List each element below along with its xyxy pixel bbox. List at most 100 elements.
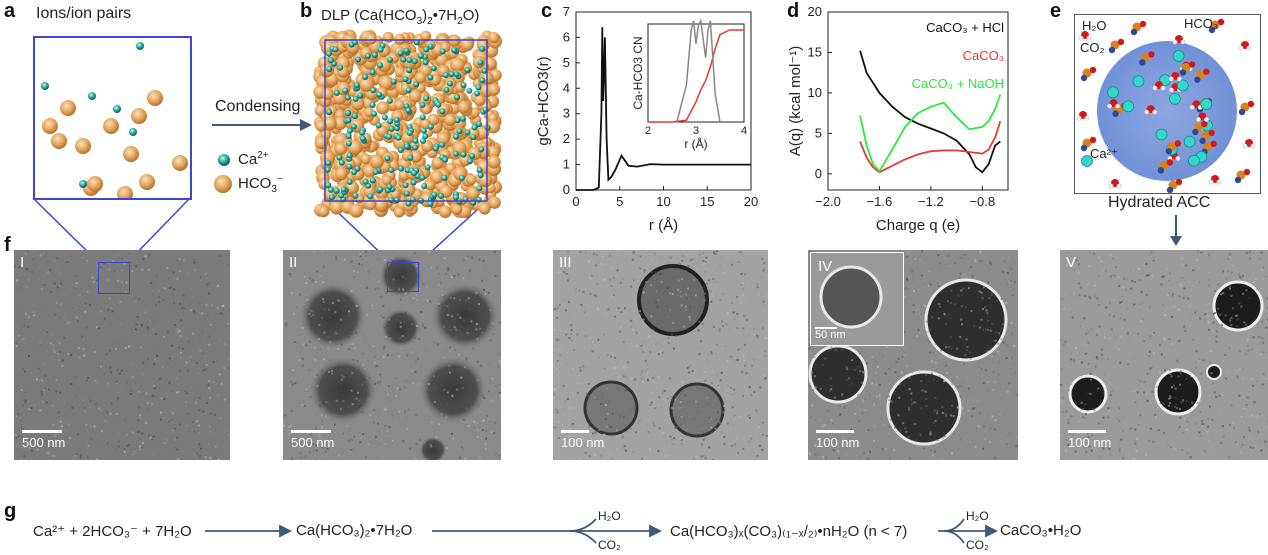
hco3-ion [172,155,188,171]
hco3-ion [103,118,119,134]
y-tick-label: 5 [563,55,570,70]
inset-x-tick-label: 3 [693,125,699,137]
zoom-region-2 [387,262,419,292]
reaction-arrow-1-head [279,524,293,538]
em-texture [283,250,501,460]
x-tick-label: −2.0 [815,194,841,209]
hco3-ion [51,133,67,149]
y-tick-label: 20 [808,4,822,19]
em-number: V [1066,254,1077,271]
ca-legend-label: Ca2+ [238,150,269,168]
em-number: I [20,254,25,271]
zoom-region-1 [98,262,130,294]
ca-legend-icon [218,154,230,166]
reaction-arrow-3-head [985,524,999,538]
scale-bar: 100 nm [1068,430,1111,450]
y-tick-label: 5 [815,125,822,140]
inset-x-tick-label: 2 [645,125,651,137]
em-image-2: II 500 nm [283,250,501,460]
branch-up-label-2: H₂O [966,509,989,523]
acc-illustration [1076,18,1256,194]
hco3-ion [60,100,76,116]
panel-c-letter: c [541,0,553,22]
panel-a-title: Ions/ion pairs [36,5,132,22]
hco3-label: HCO₃⁻ [1184,16,1226,31]
hco3-ion [87,176,103,192]
x-tick-label: 15 [700,194,714,209]
y-tick-label: 10 [808,85,822,100]
legend-entry: CaCO₃ + HCl [926,20,1004,35]
equation-intermediate: Ca(HCO₃)ₓ(CO₃)₍₁₋ₓ/₂₎•nH₂O (n < 7) [670,523,908,540]
hco3-ion [131,108,147,124]
y-axis-label: gCa-HCO3(r) [535,56,552,145]
y-tick-label: 2 [563,131,570,146]
inset-x-axis-label: r (Å) [684,136,707,151]
inset-x-tick-label: 4 [741,125,747,137]
ca-ion [41,82,49,90]
em-number: IV [818,258,833,275]
legend-entry: CaCO₃ + NaOH [912,76,1004,91]
condensing-arrowhead [300,119,312,131]
em-image-1: I 500 nm [14,250,230,460]
em-image-3: III 100 nm [553,250,768,460]
y-tick-label: 0 [815,166,822,181]
branch-up-curve-2 [943,518,965,532]
inset-series-line [648,29,744,123]
dlp-cluster [312,28,503,219]
em-image-5: V 100 nm [1060,250,1268,460]
y-tick-label: 7 [563,4,570,19]
x-tick-label: 0 [572,194,579,209]
em-texture [1060,250,1268,460]
dlp-box-outline [324,39,488,202]
branch-up-label-1: H₂O [598,509,621,523]
scale-bar: 100 nm [816,430,859,450]
hco3-ion [147,90,163,106]
panel-e-letter: e [1050,0,1062,22]
hydrated-acc-caption: Hydrated ACC [1108,194,1211,211]
panel-a-letter: a [4,0,16,22]
ion-scatter [41,42,188,202]
scale-bar: 500 nm [291,430,334,450]
x-tick-label: 5 [616,194,623,209]
branch-down-label-1: CO₂ [598,538,621,552]
hco3-ion [139,174,155,190]
y-tick-label: 15 [808,44,822,59]
x-tick-label: 20 [744,194,758,209]
branch-down-curve-1 [569,530,597,544]
y-tick-label: 4 [563,80,570,95]
em-image-4: 50 nm IV 100 nm [808,250,1018,460]
hco3-ion [117,186,133,202]
em-inset: 50 nm [810,252,904,346]
ca-ion [88,92,96,100]
hco3-legend-icon [214,175,232,193]
y-tick-label: 6 [563,29,570,44]
hco3-ion [42,118,58,134]
ca-label: Ca²⁺ [1090,146,1118,161]
em-texture [553,250,768,460]
branch-down-curve-2 [943,530,965,544]
panel-b-letter: b [300,0,313,22]
y-tick-label: 0 [563,182,570,197]
scale-bar: 500 nm [22,430,65,450]
equation-product: CaCO₃•H₂O [1000,522,1082,539]
inset-scale-bar: 50 nm [815,327,846,341]
panel-d-letter: d [787,0,800,22]
x-tick-label: −1.6 [867,194,893,209]
x-tick-label: 10 [656,194,670,209]
condensing-label: Condensing [215,98,301,115]
chart-d: −2.0 −1.6 −1.2 −0.8 0 5 10 15 20 Charge q (e) A(q)… [787,4,1009,234]
equation-dlp: Ca(HCO₃)₂•7H₂O [296,522,413,539]
x-tick-label: −1.2 [918,194,944,209]
x-axis-label: r (Å) [649,217,678,234]
branch-down-label-2: CO₂ [966,538,989,552]
hco3-legend-label: HCO3− [238,174,283,195]
em-number: II [289,254,298,271]
panel-b-title: DLP (Ca(HCO3)2•7H2O) [321,7,480,27]
ca-ion [113,105,121,113]
panel-g-letter: g [4,500,17,522]
ca-ion [129,128,137,136]
reaction-arrow-2-head [649,524,663,538]
acc-down-arrowhead [1170,236,1182,246]
legend-entry: CaCO₃ [963,48,1004,63]
ca-ion [79,180,87,188]
